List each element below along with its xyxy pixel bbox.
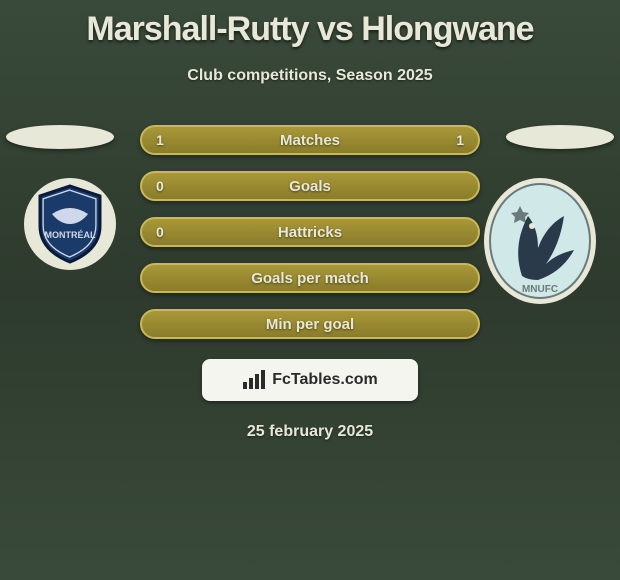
stat-label: Hattricks — [278, 224, 342, 241]
player-right-placeholder — [506, 125, 614, 149]
player-left-oval — [6, 125, 114, 149]
page-title: Marshall-Rutty vs Hlongwane — [0, 0, 620, 49]
stat-row-goals-per-match: Goals per match — [140, 263, 480, 293]
stat-row-min-per-goal: Min per goal — [140, 309, 480, 339]
fctables-label: FcTables.com — [272, 371, 378, 389]
svg-text:MONTRÉAL: MONTRÉAL — [45, 230, 96, 240]
player-right-oval — [506, 125, 614, 149]
montreal-shield-icon: MONTRÉAL — [22, 176, 118, 272]
bars-icon — [242, 370, 266, 390]
stat-row-hattricks: 0 Hattricks — [140, 217, 480, 247]
crest-montreal: MONTRÉAL — [22, 176, 118, 277]
stat-label: Goals per match — [251, 270, 369, 287]
stat-label: Goals — [289, 178, 331, 195]
stat-left-value: 0 — [156, 178, 176, 194]
svg-text:MNUFC: MNUFC — [522, 284, 558, 295]
stat-label: Min per goal — [266, 316, 354, 333]
subtitle: Club competitions, Season 2025 — [0, 67, 620, 85]
stat-row-goals: 0 Goals — [140, 171, 480, 201]
date-label: 25 february 2025 — [0, 423, 620, 441]
fctables-badge[interactable]: FcTables.com — [202, 359, 418, 401]
stat-left-value: 1 — [156, 132, 176, 148]
player-left-placeholder — [6, 125, 114, 149]
minnesota-crest-icon: MNUFC — [482, 176, 598, 306]
stat-left-value: 0 — [156, 224, 176, 240]
stat-right-value: 1 — [444, 132, 464, 148]
crest-minnesota: MNUFC — [482, 176, 598, 311]
stat-row-matches: 1 Matches 1 — [140, 125, 480, 155]
stat-label: Matches — [280, 132, 340, 149]
